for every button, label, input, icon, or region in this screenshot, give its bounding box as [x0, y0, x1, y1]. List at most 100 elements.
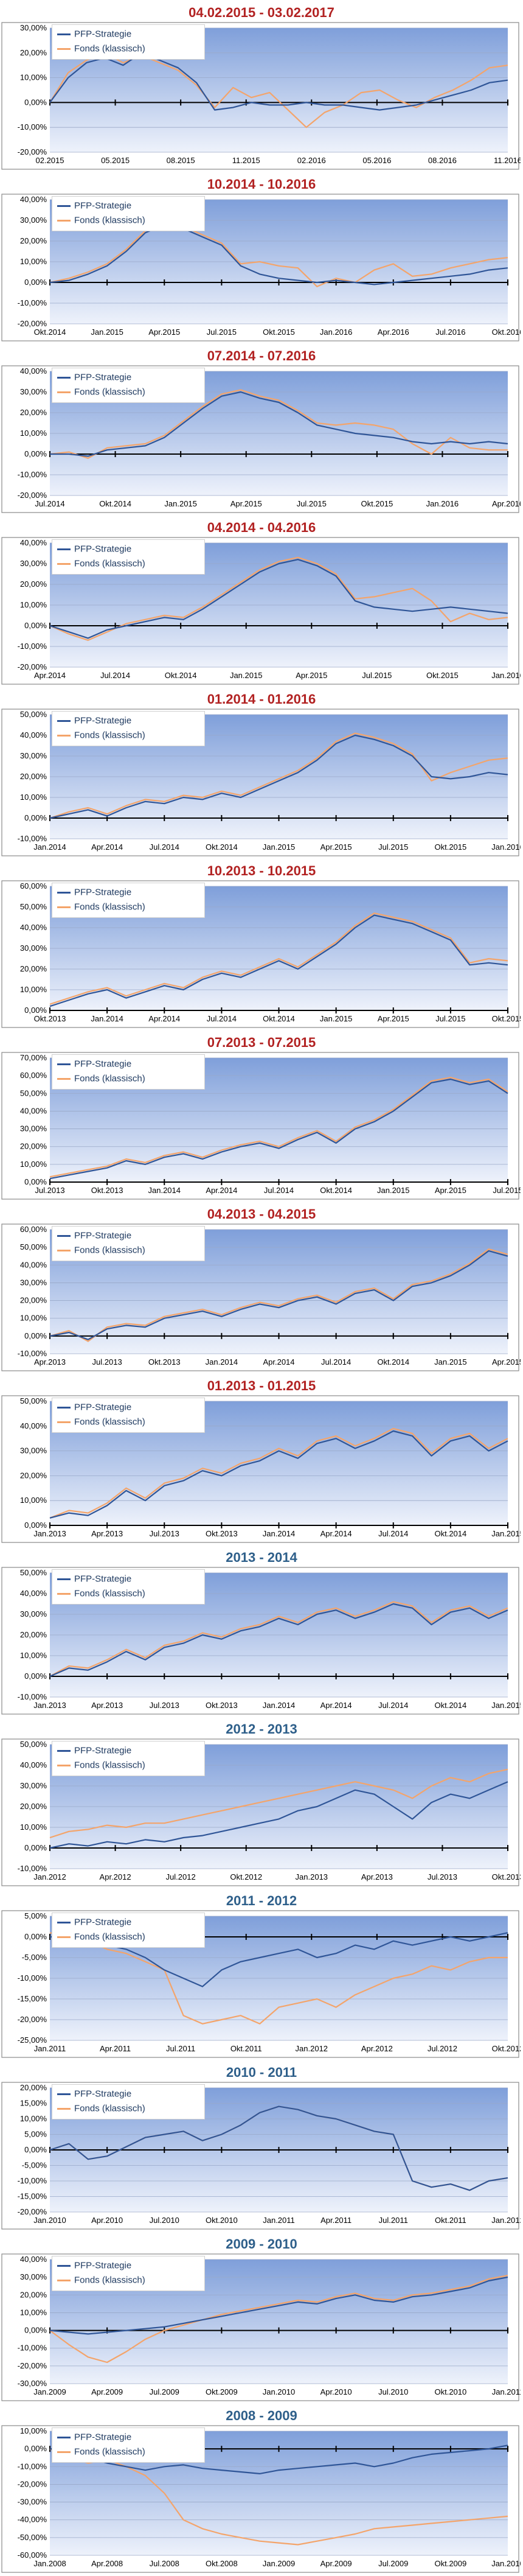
y-tick-label: -20,00% [18, 319, 47, 328]
legend-label: PFP-Strategie [74, 200, 132, 211]
x-tick-label: Jan.2012 [491, 2216, 521, 2225]
legend-entry: Fonds (klassisch) [57, 1416, 145, 1429]
x-tick-label: Apr.2016 [378, 327, 409, 337]
series-line-strategy [50, 1932, 508, 1987]
chart-title: 2010 - 2011 [226, 2065, 297, 2080]
x-tick-label: Apr.2014 [263, 1357, 294, 1367]
legend-swatch [57, 2264, 71, 2267]
legend-label: Fonds (klassisch) [74, 1073, 145, 1084]
legend: PFP-Strategie Fonds (klassisch) [52, 1054, 205, 1090]
legend-swatch [57, 891, 71, 894]
legend-label: PFP-Strategie [74, 2260, 132, 2271]
legend-swatch [57, 1063, 71, 1065]
x-tick-label: Jan.2015 [434, 1357, 467, 1367]
series-line-strategy [49, 1250, 508, 1340]
x-tick-label: Okt.2010 [206, 2216, 238, 2225]
chart-panel: 07.2013 - 07.2015 70,00% 60,00% 50,00% 40,00… [0, 1031, 523, 1203]
y-tick-label: -10,00% [18, 1864, 47, 1873]
y-tick-label: 40,00% [20, 366, 47, 376]
y-tick-label: 10,00% [20, 1314, 47, 1323]
y-tick-label: -20,00% [18, 147, 47, 156]
x-tick-label: Jul.2014 [207, 1014, 237, 1023]
legend: PFP-Strategie Fonds (klassisch) [52, 24, 205, 60]
x-tick-label: Okt.2012 [492, 2044, 521, 2053]
x-tick-label: Jan.2012 [296, 2044, 328, 2053]
y-tick-label: -10,00% [18, 470, 47, 479]
x-tick-label: Jan.2014 [33, 842, 66, 852]
legend-label: PFP-Strategie [74, 887, 132, 898]
y-tick-label: -10,00% [18, 122, 47, 131]
y-tick-label: 0,00% [24, 449, 47, 458]
legend-swatch [57, 1764, 71, 1766]
x-tick-label: Apr.2012 [361, 2044, 393, 2053]
legend-entry: Fonds (klassisch) [57, 1931, 145, 1944]
y-tick-label: 10,00% [20, 257, 47, 266]
x-tick-label: Apr.2014 [320, 1529, 352, 1538]
x-tick-label: Okt.2009 [434, 2559, 466, 2568]
line-chart: 40,00% 30,00% 20,00% 10,00% 0,00% -10,00% -20,… [1, 365, 521, 513]
y-tick-label: 30,00% [20, 1124, 47, 1133]
legend-swatch [57, 548, 71, 550]
legend: PFP-Strategie Fonds (klassisch) [52, 2427, 205, 2463]
legend: PFP-Strategie Fonds (klassisch) [52, 368, 205, 403]
y-tick-label: 0,00% [24, 1177, 47, 1186]
chart-title: 10.2013 - 10.2015 [207, 863, 316, 878]
y-tick-label: 50,00% [20, 1396, 47, 1405]
x-tick-label: Jul.2008 [150, 2559, 179, 2568]
chart-panel: 2011 - 2012 5,00% 0,00% -5,00% -10,00% -15,00… [0, 1889, 523, 2061]
y-tick-label: 30,00% [20, 23, 47, 32]
series-line-strategy [49, 734, 508, 819]
legend-swatch [57, 47, 71, 50]
y-tick-label: 0,00% [24, 1331, 47, 1340]
y-tick-label: 50,00% [20, 1568, 47, 1577]
x-tick-label: Jul.2011 [166, 2044, 195, 2053]
x-tick-label: Jan.2016 [426, 499, 459, 508]
y-tick-label: 10,00% [20, 2114, 47, 2123]
legend-label: PFP-Strategie [74, 1402, 132, 1413]
x-tick-label: Apr.2015 [320, 842, 352, 852]
x-tick-label: Apr.2015 [296, 671, 327, 680]
x-tick-label: Jan.2015 [230, 671, 263, 680]
series-line-strategy [49, 1078, 508, 1180]
y-tick-label: -10,00% [18, 1692, 47, 1701]
x-tick-label: Apr.2010 [91, 2216, 123, 2225]
series-line-strategy [49, 1430, 508, 1519]
legend-entry: Fonds (klassisch) [57, 1588, 145, 1600]
y-tick-label: 0,00% [24, 2326, 47, 2335]
x-tick-label: Okt.2013 [206, 1529, 238, 1538]
x-tick-label: Okt.2015 [361, 499, 393, 508]
legend: PFP-Strategie Fonds (klassisch) [52, 1741, 205, 1776]
legend-entry: Fonds (klassisch) [57, 1760, 145, 1772]
x-tick-label: Jul.2014 [35, 499, 64, 508]
x-tick-label: Jul.2015 [435, 1014, 465, 1023]
x-tick-label: Jan.2016 [320, 327, 353, 337]
x-tick-label: Jul.2010 [150, 2216, 179, 2225]
y-tick-label: -20,00% [18, 2015, 47, 2024]
legend: PFP-Strategie Fonds (klassisch) [52, 539, 205, 575]
legend-entry: Fonds (klassisch) [57, 2103, 145, 2115]
legend-swatch [57, 906, 71, 908]
x-tick-label: Apr.2014 [148, 1014, 180, 1023]
y-tick-label: 0,00% [24, 1932, 47, 1941]
y-tick-label: 10,00% [20, 1651, 47, 1660]
x-tick-label: 11.2015 [232, 156, 260, 165]
x-tick-label: Okt.2015 [426, 671, 459, 680]
legend-entry: Fonds (klassisch) [57, 1245, 145, 1257]
y-tick-label: -30,00% [18, 2497, 47, 2507]
legend-swatch [57, 33, 71, 35]
y-tick-label: -10,00% [18, 834, 47, 843]
legend-label: Fonds (klassisch) [74, 1760, 145, 1771]
legend-label: PFP-Strategie [74, 715, 132, 726]
x-tick-label: 02.2015 [36, 156, 64, 165]
y-tick-label: 40,00% [20, 730, 47, 740]
line-chart: 40,00% 30,00% 20,00% 10,00% 0,00% -10,00% -20,… [1, 2253, 521, 2401]
x-tick-label: Okt.2013 [148, 1357, 181, 1367]
x-tick-label: Jul.2016 [435, 327, 465, 337]
y-tick-label: -15,00% [18, 1994, 47, 2003]
y-tick-label: 60,00% [20, 1071, 47, 1080]
legend-label: PFP-Strategie [74, 544, 132, 555]
x-tick-label: Jul.2013 [150, 1529, 179, 1538]
chart-panel: 10.2013 - 10.2015 60,00% 50,00% 40,00% 30,00… [0, 859, 523, 1031]
y-tick-label: 30,00% [20, 215, 47, 225]
x-tick-label: Okt.2014 [434, 1701, 466, 1710]
